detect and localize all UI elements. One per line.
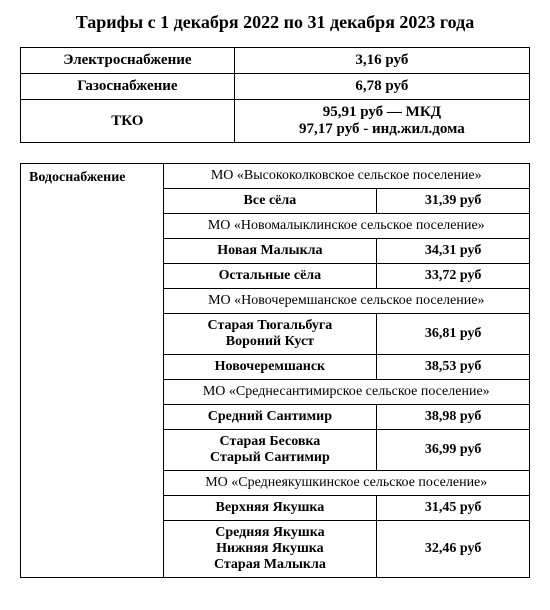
mo-name: МО «Среднесантимирское сельское поселени… (163, 380, 529, 405)
top-tariff-table: Электроснабжение 3,16 руб Газоснабжение … (20, 47, 530, 143)
place-line: Старая Тюгальбуга (172, 318, 369, 334)
table-row: Газоснабжение 6,78 руб (21, 74, 530, 100)
price-value: 36,81 руб (377, 314, 530, 355)
price-value: 31,39 руб (377, 189, 530, 214)
place-line: Старая Малыкла (172, 557, 369, 573)
place-name: Старая Бесовка Старый Сантимир (163, 430, 377, 471)
place-line: Старая Бесовка (172, 434, 369, 450)
place-line: Нижняя Якушка (172, 541, 369, 557)
place-line: Средняя Якушка (172, 525, 369, 541)
water-header: Водоснабжение (21, 164, 164, 578)
price-value: 31,45 руб (377, 496, 530, 521)
mo-name: МО «Высококолковское сельское поселение» (163, 164, 529, 189)
place-name: Верхняя Якушка (163, 496, 377, 521)
tko-value-line: 97,17 руб - инд.жил.дома (243, 121, 521, 138)
place-line: Старый Сантимир (172, 450, 369, 466)
tko-value-line: 95,91 руб — МКД (243, 104, 521, 121)
price-value: 36,99 руб (377, 430, 530, 471)
table-row: Электроснабжение 3,16 руб (21, 48, 530, 74)
place-line: Вороний Куст (172, 334, 369, 350)
price-value: 32,46 руб (377, 521, 530, 578)
table-row: ТКО 95,91 руб — МКД 97,17 руб - инд.жил.… (21, 100, 530, 143)
place-name: Новочеремшанск (163, 355, 377, 380)
place-name: Средний Сантимир (163, 405, 377, 430)
water-tariff-table: Водоснабжение МО «Высококолковское сельс… (20, 163, 530, 578)
service-value: 3,16 руб (234, 48, 529, 74)
service-value: 95,91 руб — МКД 97,17 руб - инд.жил.дома (234, 100, 529, 143)
place-name: Все сёла (163, 189, 377, 214)
price-value: 33,72 руб (377, 264, 530, 289)
mo-name: МО «Среднеякушкинское сельское поселение… (163, 471, 529, 496)
page-title: Тарифы с 1 декабря 2022 по 31 декабря 20… (20, 12, 530, 33)
place-name: Остальные сёла (163, 264, 377, 289)
place-name: Средняя Якушка Нижняя Якушка Старая Малы… (163, 521, 377, 578)
price-value: 38,53 руб (377, 355, 530, 380)
service-value: 6,78 руб (234, 74, 529, 100)
place-name: Новая Малыкла (163, 239, 377, 264)
price-value: 34,31 руб (377, 239, 530, 264)
service-label: ТКО (21, 100, 235, 143)
service-label: Электроснабжение (21, 48, 235, 74)
service-label: Газоснабжение (21, 74, 235, 100)
mo-name: МО «Новомалыклинское сельское поселение» (163, 214, 529, 239)
price-value: 38,98 руб (377, 405, 530, 430)
table-row: Водоснабжение МО «Высококолковское сельс… (21, 164, 530, 189)
place-name: Старая Тюгальбуга Вороний Куст (163, 314, 377, 355)
mo-name: МО «Новочеремшанское сельское поселение» (163, 289, 529, 314)
